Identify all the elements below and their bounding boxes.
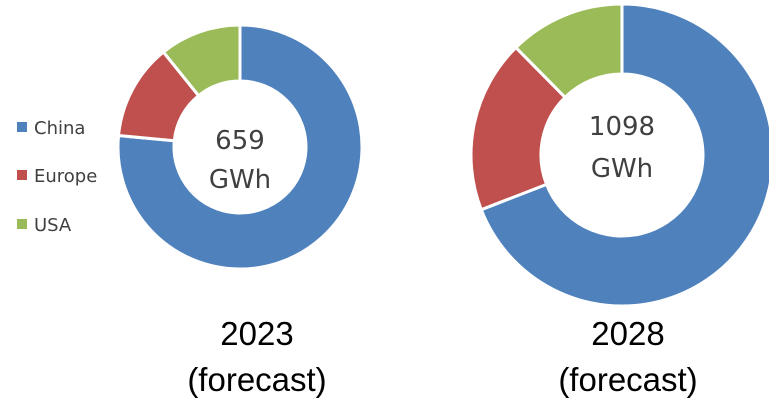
legend-swatch-china — [17, 122, 27, 132]
legend-label-europe: Europe — [34, 166, 97, 187]
center-unit-2023: GWh — [209, 165, 271, 195]
legend-label-china: China — [34, 118, 85, 139]
legend-swatch-usa — [17, 219, 27, 229]
legend-swatch-europe — [17, 170, 27, 180]
caption-note-2028: (forecast) — [558, 361, 697, 398]
donut-chart-2023 — [116, 23, 364, 271]
slice-europe-2028 — [469, 46, 567, 212]
slice-usa-2023 — [161, 23, 242, 98]
center-value-2028: 1098 — [589, 112, 655, 142]
legend-item-usa: USA — [17, 215, 72, 236]
legend-item-europe: Europe — [17, 166, 97, 187]
center-value-2023: 659 — [215, 126, 265, 156]
slice-china-2023 — [116, 23, 364, 271]
legend: China Europe USA — [17, 118, 97, 236]
slice-usa-2028 — [514, 2, 624, 99]
caption-year-2023: 2023 — [220, 315, 293, 352]
caption-note-2023: (forecast) — [187, 361, 326, 398]
legend-item-china: China — [17, 118, 85, 139]
legend-label-usa: USA — [34, 215, 72, 236]
caption-year-2028: 2028 — [591, 315, 664, 352]
center-unit-2028: GWh — [591, 154, 653, 184]
donut-chart-2028 — [469, 2, 769, 308]
slice-china-2028 — [479, 2, 769, 308]
